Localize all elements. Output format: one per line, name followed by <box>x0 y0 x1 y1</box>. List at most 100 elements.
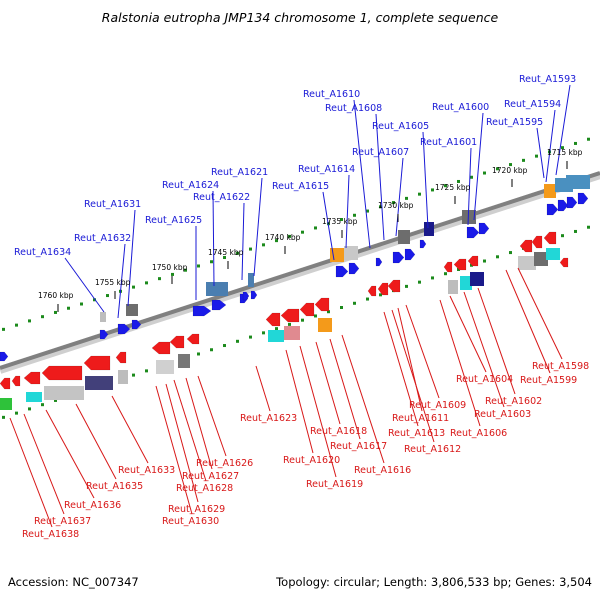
plus-gene-arrow <box>242 291 250 301</box>
ruler-dot <box>405 284 408 288</box>
plus-gene-arrow <box>0 351 9 362</box>
ruler-dot <box>470 263 473 267</box>
ruler-dot <box>132 285 135 289</box>
feature-box <box>424 222 434 236</box>
ruler-dot <box>561 234 564 238</box>
ruler-dot <box>2 327 5 331</box>
minus-gene-label: Reut_A1617 <box>330 441 387 452</box>
ruler-dot <box>301 230 304 234</box>
plus-leader-line <box>467 147 472 226</box>
kbp-label: 1750 kbp <box>152 263 188 272</box>
feature-box <box>178 354 190 368</box>
ruler-dot <box>15 411 18 415</box>
feature-box <box>460 276 472 290</box>
minus-gene-label: Reut_A1629 <box>168 504 225 515</box>
ruler-dot <box>236 251 239 255</box>
minus-gene-arrow <box>367 285 377 297</box>
minus-gene-arrow <box>387 279 401 293</box>
minus-gene-label: Reut_A1616 <box>354 465 411 476</box>
plus-gene-label: Reut_A1607 <box>352 147 409 158</box>
ruler-dot <box>223 344 226 348</box>
ruler-dot <box>587 225 590 229</box>
minus-leader-line <box>173 379 207 482</box>
ruler-dot <box>54 310 57 314</box>
ruler-dot <box>327 310 330 314</box>
plus-gene-arrow <box>419 239 427 249</box>
ruler-dot <box>2 415 5 419</box>
minus-gene-label: Reut_A1602 <box>485 396 542 407</box>
ruler-dot <box>288 322 291 326</box>
ruler-dot <box>405 196 408 200</box>
ruler-dot <box>392 201 395 205</box>
gene-labels: Reut_A1593 Reut_A1594 Reut_A1595 Reut_A1600… <box>14 74 589 540</box>
feature-box <box>318 318 332 332</box>
plus-leader-line <box>375 113 385 241</box>
minus-gene-label: Reut_A1598 <box>532 361 589 372</box>
ruler-dot <box>197 352 200 356</box>
minus-leader-line <box>255 365 271 412</box>
ruler-dot <box>587 137 590 141</box>
ruler-dot <box>158 277 161 281</box>
feature-box <box>248 273 254 287</box>
kbp-label: 1715 kbp <box>547 148 583 157</box>
kbp-label: 1760 kbp <box>38 291 74 300</box>
minus-leader-line <box>463 291 505 408</box>
feature-box <box>566 175 590 189</box>
feature-box <box>518 256 536 270</box>
plus-gene-arrow <box>404 248 416 261</box>
kbp-labels: 1760 kbp 1755 kbp 1750 kbp 1745 kbp 1740 kbp… <box>38 148 583 312</box>
minus-gene-label: Reut_A1636 <box>64 500 121 511</box>
plus-gene-label: Reut_A1615 <box>272 181 329 192</box>
plus-gene-arrow <box>557 199 569 212</box>
ruler-dot <box>262 243 265 247</box>
minus-gene-label: Reut_A1612 <box>404 444 461 455</box>
ruler-dot <box>80 302 83 306</box>
minus-gene-label: Reut_A1627 <box>182 471 239 482</box>
plus-gene-label: Reut_A1610 <box>303 89 360 100</box>
plus-leader-line <box>253 177 263 277</box>
kbp-label: 1755 kbp <box>95 278 131 287</box>
minus-gene-arrow <box>559 257 569 268</box>
minus-gene-label: Reut_A1637 <box>34 516 91 527</box>
feature-box <box>534 252 548 266</box>
ruler-dot <box>106 294 109 298</box>
minus-gene-arrow <box>467 255 479 267</box>
ruler-dot <box>262 331 265 335</box>
minus-gene-label: Reut_A1633 <box>118 465 175 476</box>
minus-leader-line <box>439 299 481 427</box>
minus-leader-line <box>397 307 423 412</box>
plus-gene-label: Reut_A1624 <box>162 180 219 191</box>
minus-leader-line <box>155 385 193 515</box>
ruler-dot <box>210 260 213 264</box>
ruler-dot <box>444 272 447 276</box>
feature-box <box>0 398 12 410</box>
minus-leader-line <box>391 309 435 443</box>
feature-box <box>344 246 358 260</box>
feature-box <box>546 248 560 260</box>
minus-leader-line <box>111 395 149 464</box>
ruler-dot <box>418 192 421 196</box>
ruler-dot <box>28 319 31 323</box>
plus-leader-line <box>117 243 126 319</box>
ruler-dot <box>496 255 499 259</box>
feature-box <box>448 280 458 294</box>
plus-gene-arrow <box>566 196 578 209</box>
plus-leader-line <box>127 209 136 307</box>
minus-leader-line <box>197 375 227 457</box>
minus-gene-label: Reut_A1628 <box>176 483 233 494</box>
ruler-dot <box>340 306 343 309</box>
plus-gene-arrow <box>131 319 142 330</box>
ruler-dot <box>288 234 291 238</box>
ruler-dot <box>431 276 434 280</box>
plus-gene-arrow <box>478 222 490 235</box>
ruler-dot <box>366 209 369 213</box>
minus-gene-label: Reut_A1606 <box>450 428 507 439</box>
plus-gene-label: Reut_A1631 <box>84 199 141 210</box>
minus-leader-line <box>45 409 95 499</box>
minus-gene-label: Reut_A1603 <box>474 409 531 420</box>
ruler-dot <box>431 188 434 192</box>
minus-gene-arrow <box>314 297 330 312</box>
minus-gene-arrow <box>377 282 389 296</box>
ruler-dot <box>28 407 31 411</box>
